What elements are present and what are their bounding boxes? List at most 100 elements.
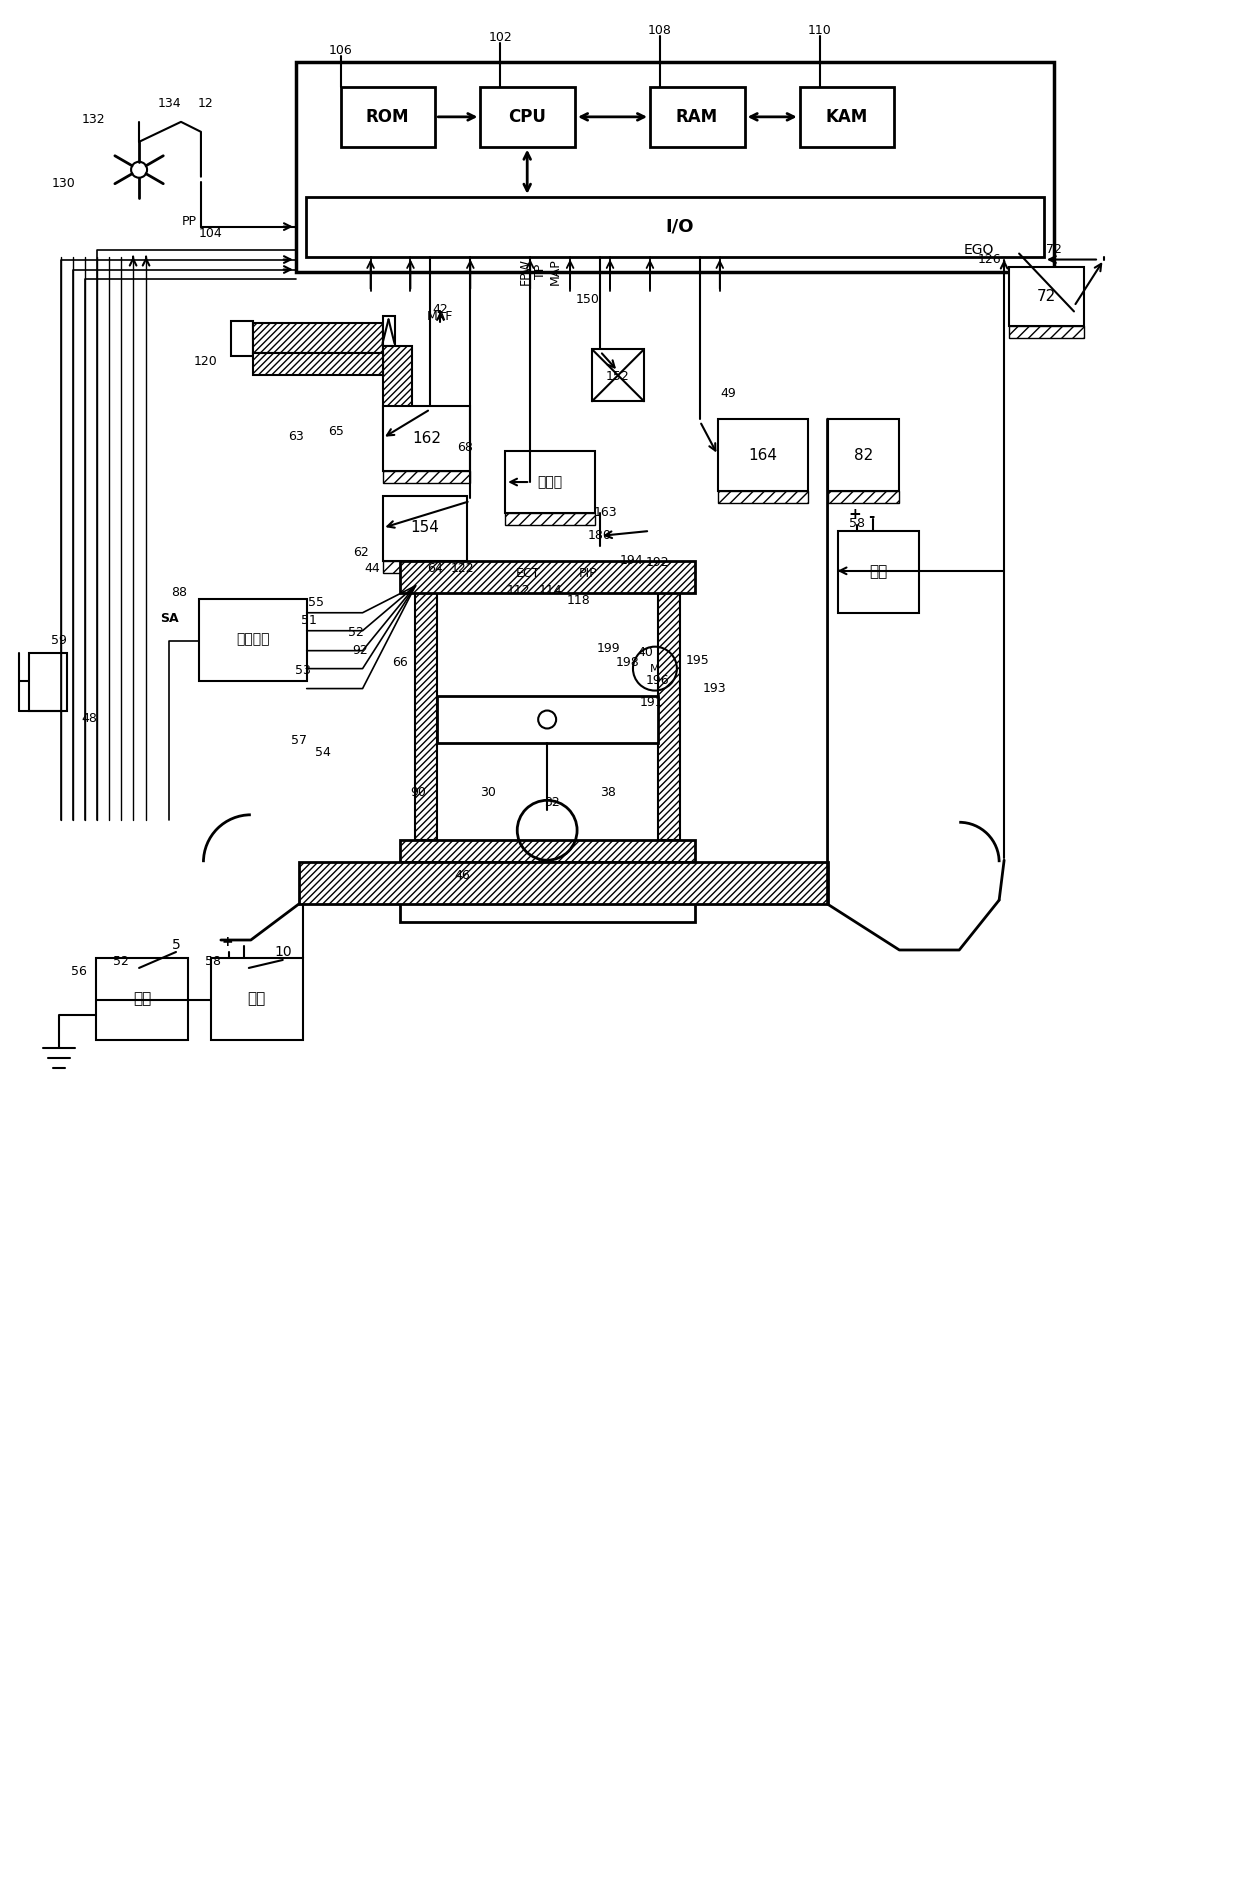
Text: 90: 90: [410, 786, 427, 799]
Text: 198: 198: [616, 655, 640, 669]
Text: 电池: 电池: [248, 992, 265, 1007]
Bar: [382, 346, 413, 431]
Bar: [658, 591, 680, 841]
Bar: [295, 62, 1054, 272]
Text: 72: 72: [1037, 289, 1055, 304]
Text: 108: 108: [649, 23, 672, 36]
Text: 134: 134: [157, 98, 181, 110]
Text: 193: 193: [703, 682, 727, 695]
Text: 180: 180: [588, 529, 613, 542]
Text: 装置: 装置: [133, 992, 151, 1007]
Bar: [306, 196, 1044, 257]
Text: 46: 46: [455, 869, 470, 882]
Text: M: M: [650, 663, 660, 674]
Text: ECT: ECT: [516, 567, 541, 580]
Text: 102: 102: [489, 30, 512, 43]
Bar: [718, 419, 807, 491]
Bar: [341, 87, 435, 147]
Text: 40: 40: [637, 646, 653, 659]
Text: 58: 58: [849, 518, 866, 531]
Bar: [253, 353, 382, 376]
Bar: [1009, 266, 1084, 327]
Text: 118: 118: [567, 595, 590, 606]
Text: RAM: RAM: [676, 108, 718, 127]
Text: EGO: EGO: [963, 242, 994, 257]
Text: 30: 30: [480, 786, 496, 799]
Bar: [401, 841, 694, 861]
Text: 195: 195: [686, 654, 709, 667]
Text: 132: 132: [82, 113, 105, 127]
Text: 196: 196: [646, 674, 670, 688]
Bar: [382, 497, 467, 561]
Text: MAP: MAP: [548, 259, 562, 285]
Text: KAM: KAM: [826, 108, 868, 127]
Text: 32: 32: [544, 795, 560, 808]
Text: 59: 59: [51, 635, 67, 648]
Bar: [591, 349, 644, 400]
Text: 126: 126: [977, 253, 1001, 266]
Text: 49: 49: [720, 387, 735, 400]
Text: 104: 104: [200, 227, 223, 240]
Text: 52: 52: [347, 625, 363, 638]
Text: 120: 120: [193, 355, 218, 368]
Text: 106: 106: [329, 43, 352, 57]
Text: 110: 110: [807, 23, 832, 36]
Bar: [382, 561, 467, 572]
Text: 164: 164: [748, 448, 777, 463]
Text: 65: 65: [327, 425, 343, 438]
Text: 68: 68: [458, 440, 474, 453]
Bar: [382, 406, 470, 470]
Text: ROM: ROM: [366, 108, 409, 127]
Bar: [505, 514, 595, 525]
Bar: [800, 87, 894, 147]
Bar: [827, 491, 899, 502]
Text: 62: 62: [352, 546, 368, 559]
Text: 44: 44: [365, 563, 381, 576]
Text: 88: 88: [171, 586, 187, 599]
Text: TP: TP: [533, 264, 547, 280]
Text: 122: 122: [450, 563, 474, 576]
Text: 191: 191: [640, 695, 663, 708]
Text: 114: 114: [538, 584, 562, 597]
Text: 12: 12: [198, 98, 213, 110]
Bar: [837, 531, 919, 612]
Text: 63: 63: [288, 429, 304, 442]
Text: 152: 152: [606, 370, 630, 383]
Bar: [198, 599, 306, 680]
Bar: [211, 958, 303, 1039]
Bar: [382, 317, 394, 346]
Text: PIP: PIP: [579, 567, 598, 580]
Text: 10: 10: [274, 944, 291, 960]
Bar: [382, 470, 470, 484]
Text: 58: 58: [205, 956, 221, 969]
Bar: [97, 958, 188, 1039]
Bar: [1009, 327, 1084, 338]
Text: 38: 38: [600, 786, 616, 799]
Text: I/O: I/O: [666, 217, 694, 236]
Text: 点火系统: 点火系统: [236, 633, 269, 646]
Bar: [253, 323, 382, 353]
Text: 48: 48: [82, 712, 97, 725]
Text: 194: 194: [620, 553, 644, 567]
Text: 162: 162: [412, 431, 441, 446]
Bar: [650, 87, 745, 147]
Text: 53: 53: [295, 665, 311, 676]
Text: 42: 42: [433, 302, 449, 315]
Text: SA: SA: [160, 612, 179, 625]
Text: MAF: MAF: [428, 310, 454, 323]
Text: 66: 66: [393, 655, 408, 669]
Bar: [827, 419, 899, 491]
Bar: [505, 451, 595, 514]
Text: 52: 52: [113, 956, 129, 969]
Text: 64: 64: [428, 563, 443, 576]
Text: 130: 130: [51, 178, 76, 191]
Text: +: +: [221, 935, 233, 948]
Text: 55: 55: [308, 597, 324, 610]
Text: 154: 154: [410, 521, 439, 535]
Text: FPW: FPW: [518, 259, 532, 285]
Text: 199: 199: [596, 642, 620, 655]
Text: 92: 92: [352, 644, 368, 657]
Text: -: -: [868, 510, 874, 525]
Text: PP: PP: [181, 215, 196, 229]
Bar: [401, 561, 694, 593]
